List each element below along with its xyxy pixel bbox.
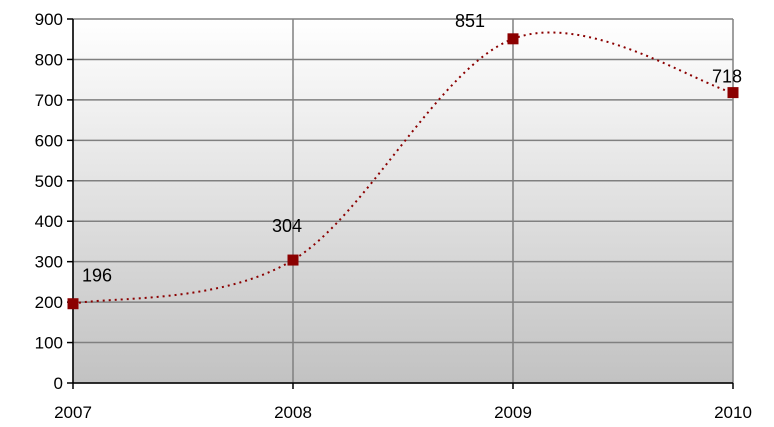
y-tick-label: 800 xyxy=(35,50,63,69)
data-point-marker xyxy=(67,298,79,310)
x-axis-ticks: 2007 2008 2009 2010 xyxy=(54,403,752,422)
data-label: 196 xyxy=(82,266,112,286)
y-tick-label: 0 xyxy=(54,374,63,393)
y-tick-label: 300 xyxy=(35,253,63,272)
y-tick-label: 100 xyxy=(35,334,63,353)
data-labels: 196 304 851 718 xyxy=(82,11,742,286)
x-tick-label: 2010 xyxy=(714,403,752,422)
y-tick-label: 400 xyxy=(35,212,63,231)
y-tick-label: 500 xyxy=(35,172,63,191)
x-tick-label: 2008 xyxy=(274,403,312,422)
y-tick-label: 700 xyxy=(35,91,63,110)
y-tick-label: 200 xyxy=(35,293,63,312)
y-tick-label: 900 xyxy=(35,10,63,29)
data-label: 718 xyxy=(712,67,742,87)
y-axis-ticks: 0 100 200 300 400 500 600 700 800 900 xyxy=(35,10,63,393)
y-tick-label: 600 xyxy=(35,131,63,150)
data-point-marker xyxy=(727,87,739,99)
data-label: 851 xyxy=(455,11,485,31)
data-point-marker xyxy=(287,254,299,266)
x-tick-label: 2007 xyxy=(54,403,92,422)
data-label: 304 xyxy=(272,216,302,236)
data-markers xyxy=(67,33,739,310)
axes xyxy=(67,18,734,389)
plot-area xyxy=(73,19,733,383)
x-tick-label: 2009 xyxy=(494,403,532,422)
data-point-marker xyxy=(507,33,519,45)
